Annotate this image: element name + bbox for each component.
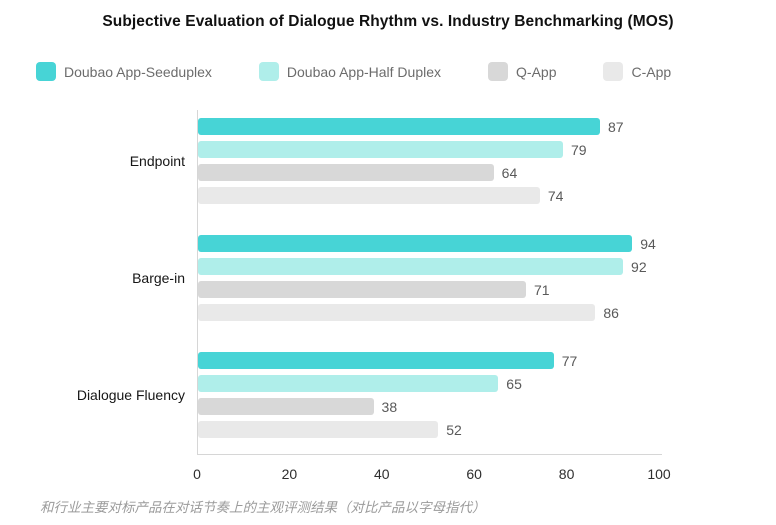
x-tick-label: 60 [466,466,482,482]
bar-group: Dialogue Fluency 77 65 38 52 [77,352,662,438]
x-tick-label: 40 [374,466,390,482]
bar [198,258,624,275]
bar-value-label: 52 [446,421,462,438]
bar [198,281,527,298]
bar-value-label: 87 [607,118,624,135]
x-tick-label: 0 [193,466,201,482]
bar-value-label: 64 [501,164,518,181]
category-label: Barge-in [132,270,185,286]
legend-label: C-App [631,63,672,80]
x-axis: 0 20 40 60 80 100 [193,455,671,485]
bar-row: 52 [198,421,662,438]
bar [198,352,554,369]
x-tick-label: 20 [281,466,298,482]
legend-swatch [258,62,279,81]
bar-value-label: 92 [631,258,647,275]
bar-row: 94 [198,235,662,252]
legend-swatch [488,62,509,81]
bar-value-label: 94 [640,235,656,252]
x-tick-label: 100 [647,466,671,482]
legend-item: C-App [603,62,671,81]
bar-value-label: 86 [603,304,619,321]
legend-item: Doubao App-Half Duplex [258,62,442,81]
legend-item: Doubao App-Seeduplex [36,62,212,81]
chart-title: Subjective Evaluation of Dialogue Rhythm… [102,13,674,30]
bar-row: 87 [198,118,662,135]
bar [198,398,374,415]
bar-row: 74 [198,187,662,204]
legend-swatch [36,62,56,81]
bar-value-label: 71 [534,281,550,298]
bar [198,141,563,158]
bar-value-label: 74 [547,187,564,204]
legend-label: Doubao App-Seeduplex [64,63,212,80]
category-label: Endpoint [129,153,185,169]
bar-row: 71 [198,281,662,298]
plot-area: Endpoint 87 79 64 74 Barge-in 94 92 71 86 Dialogue… [77,110,662,455]
bar-chart: Endpoint 87 79 64 74 Barge-in 94 92 71 86 Dialogue… [0,110,776,485]
bar-row: 38 [198,398,662,415]
bar-row: 77 [198,352,662,369]
bar [198,187,540,204]
bar [198,235,633,252]
bar-group: Barge-in 94 92 71 86 [132,235,662,321]
bar-group: Endpoint 87 79 64 74 [130,118,662,204]
bar [198,421,439,438]
bar [198,118,600,135]
bar-value-label: 77 [561,352,578,369]
bar-row: 65 [198,375,662,392]
bar [198,164,494,181]
bar-row: 79 [198,141,662,158]
legend-label: Q-App [516,63,557,80]
bar-value-label: 79 [570,141,587,158]
legend-item: Q-App [488,62,556,81]
bar [198,304,596,321]
legend-swatch [603,62,624,81]
bar-row: 92 [198,258,662,275]
chart-caption: 和行业主要对标产品在对话节奏上的主观评测结果（对比产品以字母指代） [40,500,486,515]
category-label: Dialogue Fluency [76,387,185,403]
bar [198,375,499,392]
bar-value-label: 65 [506,375,522,392]
bar-row: 64 [198,164,662,181]
legend: Doubao App-Seeduplex Doubao App-Half Dupl… [36,62,671,81]
legend-label: Doubao App-Half Duplex [286,63,442,80]
bar-value-label: 38 [381,398,398,415]
bar-row: 86 [198,304,662,321]
x-tick-label: 80 [558,466,575,482]
